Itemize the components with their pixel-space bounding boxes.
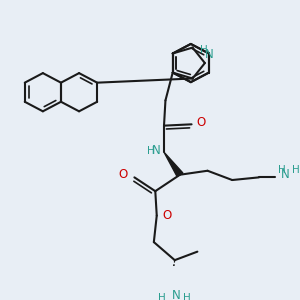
Text: O: O bbox=[119, 168, 128, 181]
Text: H: H bbox=[183, 292, 190, 300]
Text: H: H bbox=[200, 45, 207, 55]
Text: N: N bbox=[152, 144, 161, 157]
Text: H: H bbox=[278, 165, 286, 175]
Text: O: O bbox=[197, 116, 206, 130]
Text: N: N bbox=[172, 289, 181, 300]
Text: N: N bbox=[281, 168, 290, 181]
Text: H: H bbox=[158, 292, 166, 300]
Text: H: H bbox=[147, 146, 155, 156]
Text: O: O bbox=[162, 208, 171, 221]
Polygon shape bbox=[164, 152, 183, 176]
Text: H: H bbox=[292, 165, 299, 175]
Text: N: N bbox=[205, 48, 214, 61]
